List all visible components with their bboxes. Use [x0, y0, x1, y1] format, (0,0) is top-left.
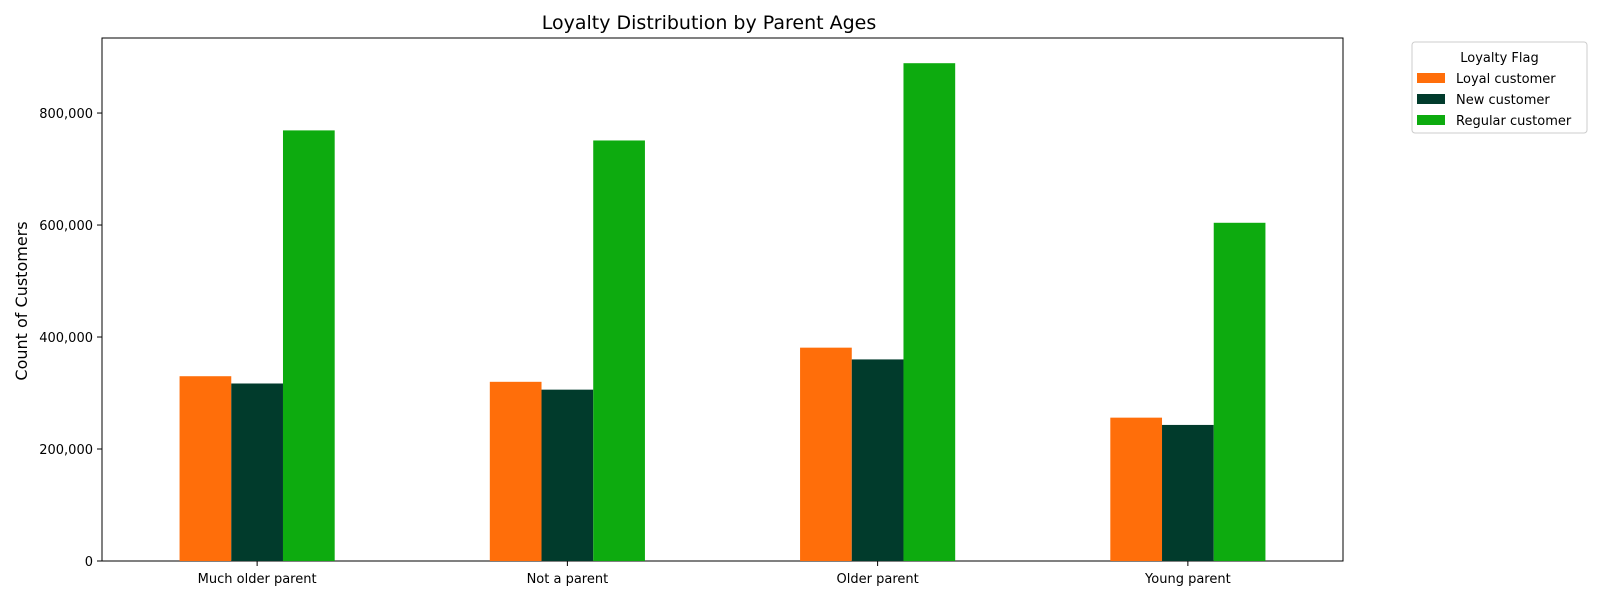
- bar-regular-customer: [903, 63, 956, 562]
- plot-area: 0 200,000 400,000 600,000 800,000 Much older …: [39, 37, 1344, 587]
- y-tick-label: 800,000: [39, 107, 93, 122]
- legend-title: Loyalty Flag: [1460, 51, 1538, 66]
- bar-loyal-customer: [1110, 417, 1163, 561]
- bar-loyal-customer: [179, 376, 232, 561]
- bar-new-customer: [231, 383, 283, 561]
- y-tick-label: 400,000: [39, 331, 93, 346]
- y-tick-label: 200,000: [39, 443, 93, 458]
- bar-new-customer: [851, 359, 904, 561]
- bar-regular-customer: [593, 140, 645, 561]
- y-tick-label: 600,000: [39, 219, 93, 234]
- legend-box: [1411, 41, 1588, 134]
- legend-swatch-new-customer: [1417, 94, 1445, 104]
- legend-swatch-loyal-customer: [1417, 73, 1445, 83]
- bar-loyal-customer: [800, 347, 852, 561]
- legend-label-loyal-customer: Loyal customer: [1456, 72, 1556, 87]
- legend: Loyalty Flag Loyal customer New customer Re…: [1411, 41, 1588, 134]
- y-axis-label: Count of Customers: [12, 221, 31, 380]
- x-tick-label: Not a parent: [527, 572, 609, 587]
- x-tick-label: Young parent: [1144, 572, 1231, 587]
- x-tick-label: Much older parent: [198, 572, 317, 587]
- chart-title: Loyalty Distribution by Parent Ages: [542, 12, 877, 34]
- bar-new-customer: [541, 389, 594, 561]
- y-tick-label: 0: [85, 555, 93, 570]
- bar-regular-customer: [282, 130, 335, 561]
- legend-swatch-regular-customer: [1417, 115, 1445, 125]
- legend-label-regular-customer: Regular customer: [1456, 114, 1572, 129]
- legend-label-new-customer: New customer: [1456, 93, 1550, 108]
- plot-frame: [101, 37, 1344, 562]
- bar-new-customer: [1162, 424, 1214, 561]
- x-tick-label: Older parent: [837, 572, 919, 587]
- bar-loyal-customer: [489, 381, 542, 561]
- bar-regular-customer: [1213, 222, 1266, 561]
